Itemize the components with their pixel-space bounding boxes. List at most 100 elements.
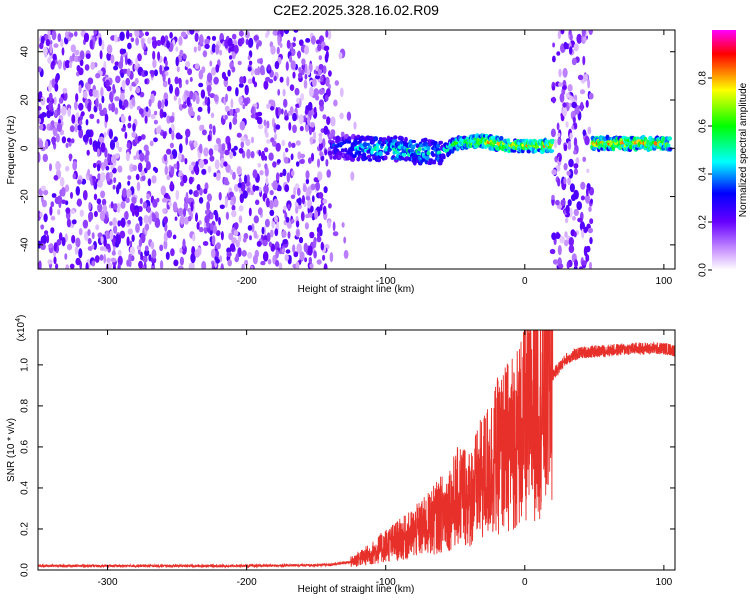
spectrogram-cell xyxy=(109,171,113,180)
spectrogram-cell xyxy=(291,142,296,148)
spectrogram-signal-cell xyxy=(549,138,555,142)
spectrogram-cell xyxy=(305,170,310,180)
spectrogram-cell xyxy=(189,77,193,82)
spectrogram-cell xyxy=(38,117,42,124)
snr-y-label: SNR (10 * v/v) xyxy=(6,418,17,482)
spectrogram-cell xyxy=(144,223,150,231)
spectrogram-cell xyxy=(564,231,568,238)
spectrogram-cell xyxy=(99,109,105,117)
spectrogram-cell xyxy=(308,212,313,218)
spectrogram-cell xyxy=(304,222,309,230)
spectrogram-cell xyxy=(121,79,126,91)
spectrogram-cell xyxy=(79,209,84,217)
spectrogram-cell xyxy=(175,56,179,67)
spectrogram-cell xyxy=(114,34,118,43)
spectrogram-cell xyxy=(213,144,219,151)
spectrogram-cell xyxy=(229,121,232,130)
spectrogram-cell xyxy=(197,44,202,52)
spectrogram-cell xyxy=(125,77,130,86)
spectrogram-cell xyxy=(40,224,45,230)
spectrogram-cell xyxy=(130,37,135,43)
spectrogram-cell xyxy=(587,126,592,135)
spectrogram-cell xyxy=(207,86,211,97)
spectrogram-cell xyxy=(235,107,240,113)
spectrogram-cell xyxy=(138,108,144,115)
spectrogram-cell xyxy=(575,157,580,165)
spectrogram-signal-cell xyxy=(329,154,333,159)
spectrogram-cell xyxy=(91,232,95,240)
spectrogram-cell xyxy=(112,84,116,93)
spectrogram-cell xyxy=(189,30,195,35)
spectrogram-cell xyxy=(175,189,180,201)
spectrogram-cell xyxy=(124,210,129,220)
spectrogram-signal-cell xyxy=(411,139,417,144)
spectrogram-cell xyxy=(112,167,117,174)
spectrogram-cell xyxy=(172,234,177,240)
spectrogram-cell xyxy=(255,199,260,206)
spectrogram-cell xyxy=(55,74,59,84)
spectrogram-cell xyxy=(262,251,269,262)
spectrogram-cell xyxy=(129,163,135,173)
spectrogram-cell xyxy=(248,60,253,66)
spectrogram-cell xyxy=(203,226,208,234)
spectrogram-cell xyxy=(159,108,164,119)
spectrogram-cell xyxy=(151,36,157,42)
spectrogram-cell xyxy=(185,135,189,146)
spectrogram-signal-cell xyxy=(362,142,368,148)
spectrogram-cell xyxy=(142,255,148,264)
spectrogram-cell xyxy=(277,89,281,96)
spectrogram-cell xyxy=(279,172,283,178)
spectrogram-cell xyxy=(42,234,47,245)
spectrogram-cell xyxy=(294,87,300,96)
spectrogram-cell xyxy=(59,176,65,187)
spectrogram-cell xyxy=(78,228,83,236)
spectrogram-cell xyxy=(68,32,74,38)
spectrogram-cell xyxy=(552,42,555,48)
spectrogram-cell xyxy=(285,249,291,254)
spectrogram-cell xyxy=(156,39,162,47)
spectrogram-cell xyxy=(290,218,295,224)
spectrogram-cell xyxy=(39,124,44,131)
spectrogram-cell xyxy=(234,222,239,230)
spectrogram-cell xyxy=(572,116,576,124)
spectrogram-cell xyxy=(79,50,85,61)
spectrogram-cell xyxy=(293,186,296,197)
spectrogram-cell xyxy=(284,254,289,262)
spectrogram-cell xyxy=(180,180,185,187)
spectrogram-cell xyxy=(264,218,270,228)
spectrogram-cell xyxy=(84,82,89,90)
spectrogram-cell xyxy=(278,185,282,192)
spectrogram-cell xyxy=(215,250,220,258)
spectrogram-cell xyxy=(267,64,271,71)
spectrogram-cell xyxy=(339,87,344,98)
spectrogram-cell xyxy=(567,84,573,92)
spectrogram-cell xyxy=(210,223,214,231)
spectrogram-signal-cell xyxy=(667,143,671,147)
spectrogram-cell xyxy=(224,105,230,113)
spectrogram-cell xyxy=(57,33,62,43)
spectrogram-cell xyxy=(38,152,41,163)
spectrogram-cell xyxy=(127,42,132,50)
spectrogram-cell xyxy=(137,135,142,142)
y-tick-label: -20 xyxy=(20,189,31,204)
spectrogram-cell xyxy=(313,177,319,183)
spectrogram-cell xyxy=(215,137,221,145)
spectrogram-cell xyxy=(231,237,237,244)
spectrogram-cell xyxy=(182,207,187,217)
spectrogram-signal-cell xyxy=(499,135,504,141)
spectrogram-signal-cell xyxy=(404,156,410,161)
spectrogram-cell xyxy=(112,265,116,269)
spectrogram-cell xyxy=(309,231,315,239)
spectrogram-signal-cell xyxy=(629,144,633,150)
spectrogram-cell xyxy=(178,97,182,107)
spectrogram-cell xyxy=(101,162,105,171)
spectrogram-cell xyxy=(126,68,131,77)
spectrogram-signal-cell xyxy=(357,150,362,155)
spectrogram-cell xyxy=(571,101,577,109)
spectrogram-signal-cell xyxy=(383,155,388,161)
spectrogram-cell xyxy=(48,83,52,93)
spectrogram-cell xyxy=(50,201,55,208)
spectrogram-cell xyxy=(325,30,329,38)
spectrogram-cell xyxy=(38,106,42,111)
spectrogram-signal-cell xyxy=(439,140,443,145)
